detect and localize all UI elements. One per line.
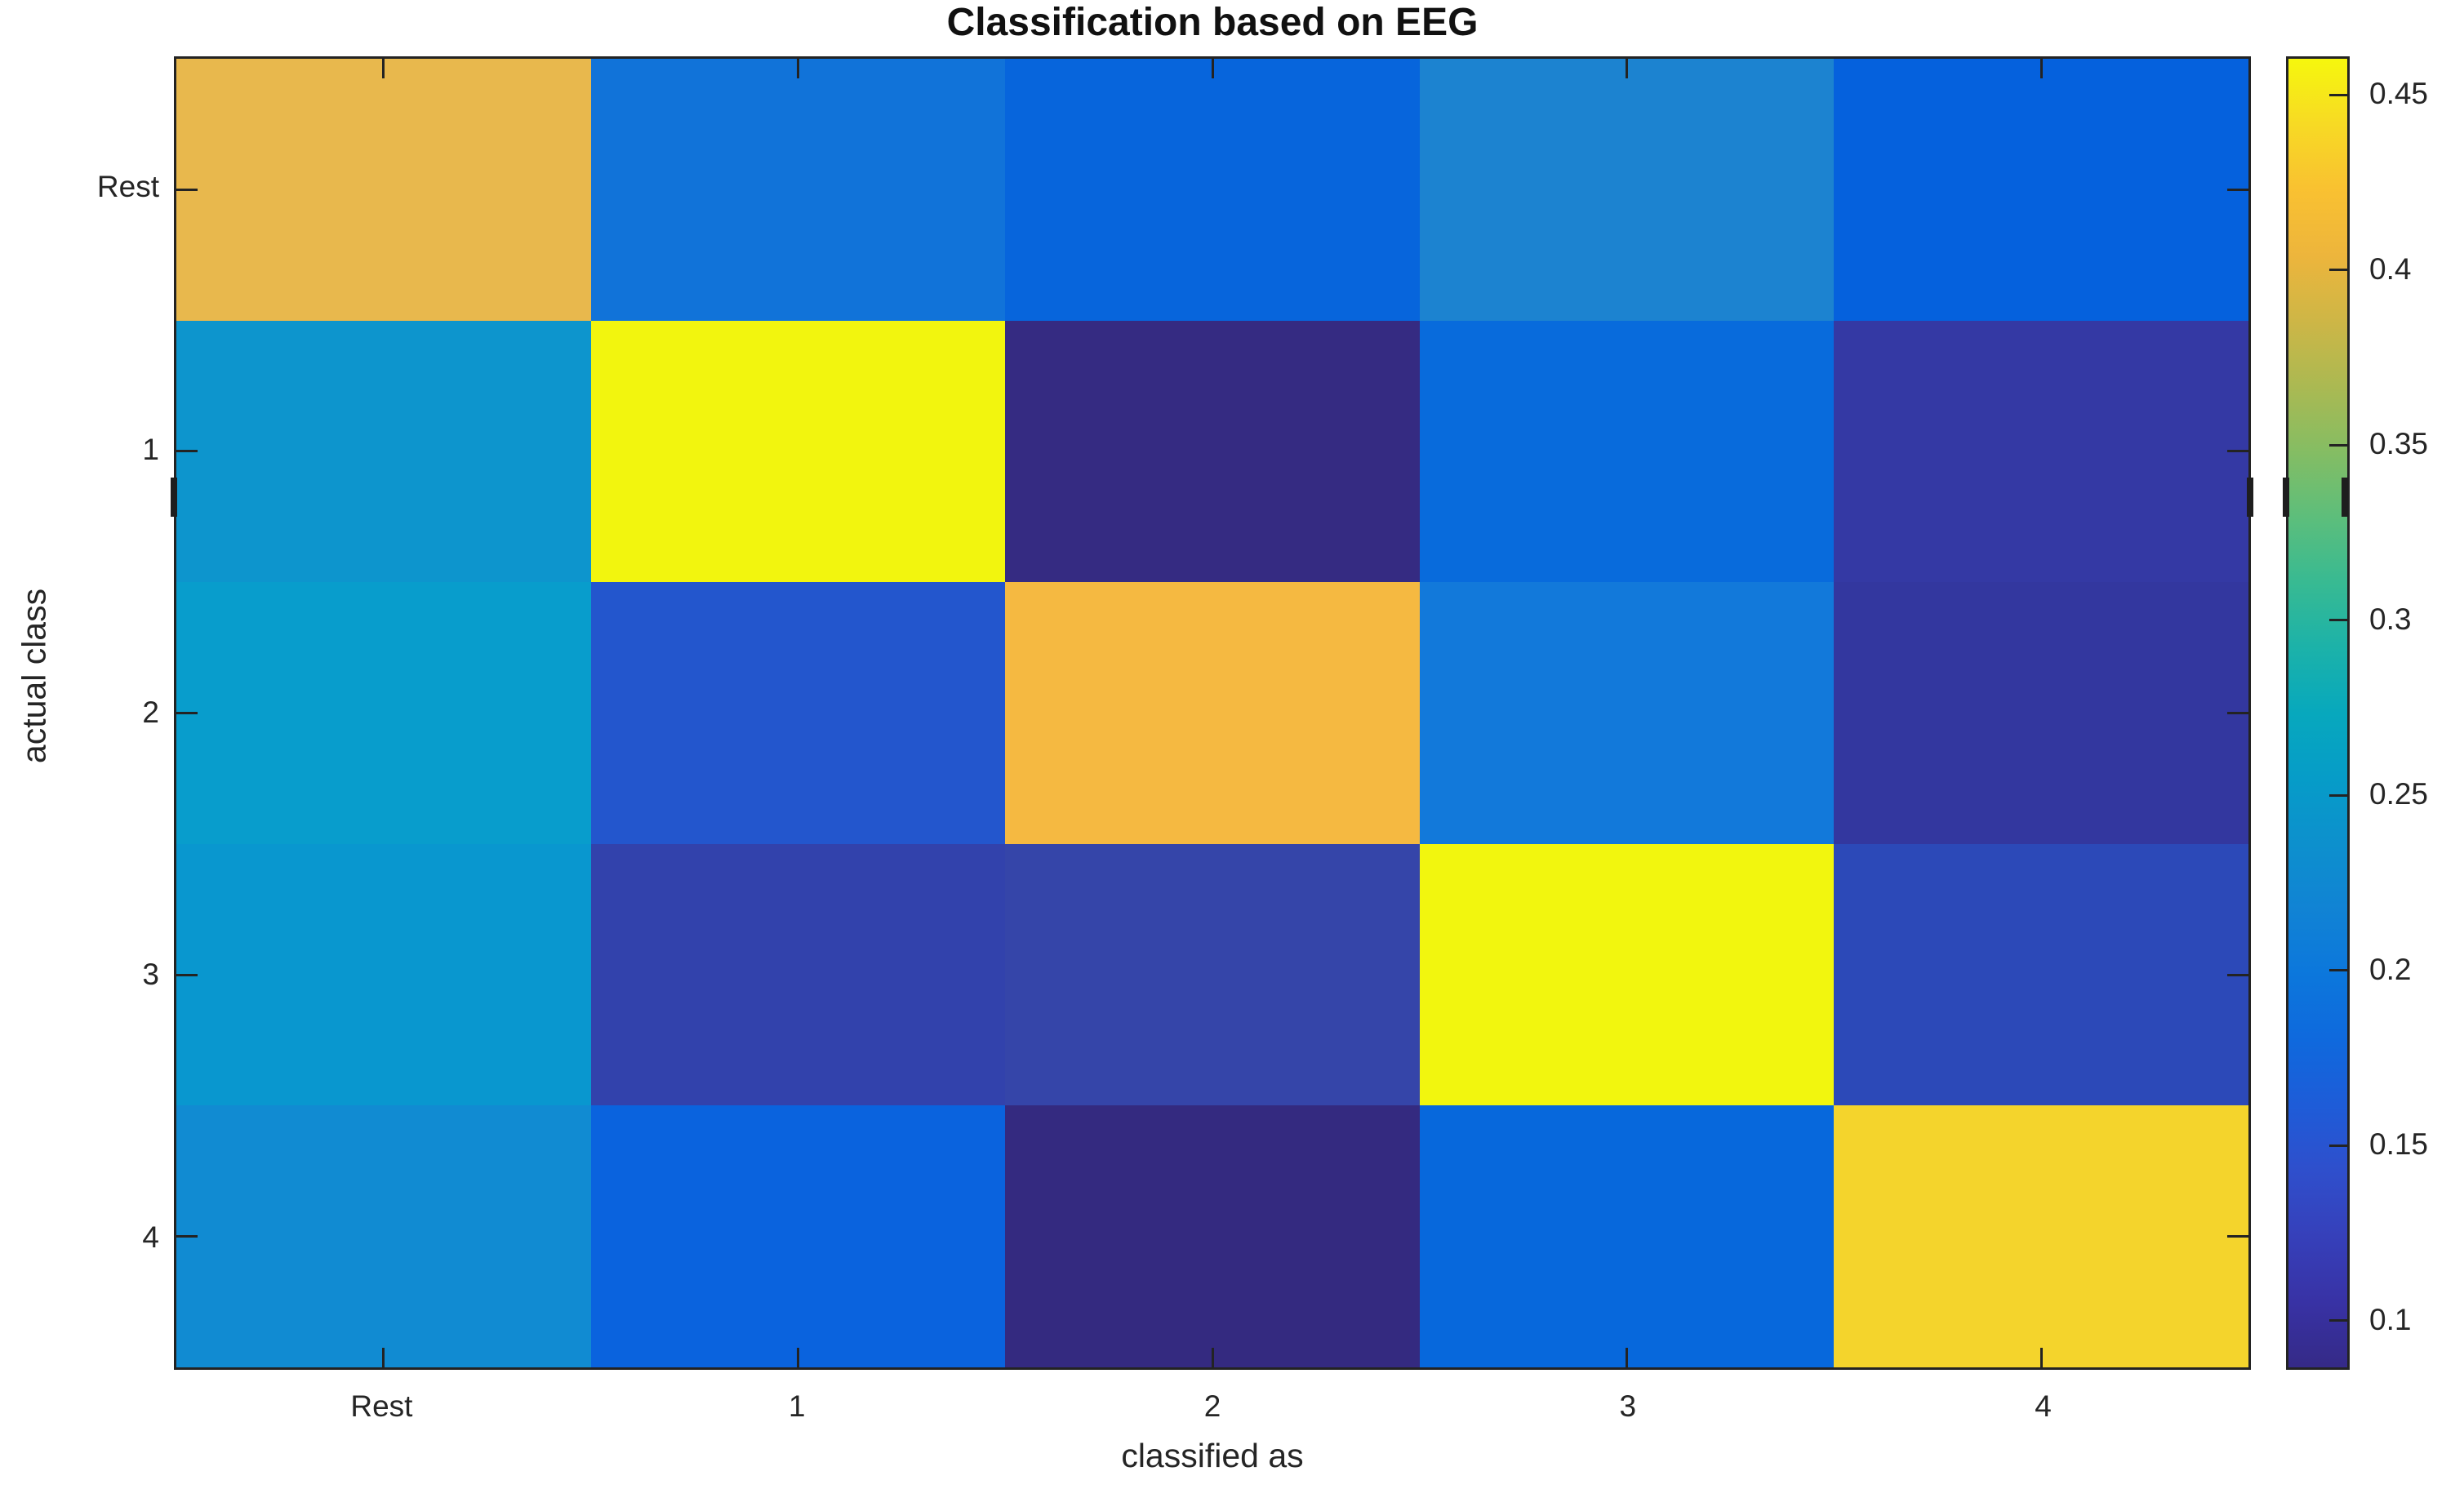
axis-edge-mark-left	[171, 478, 177, 517]
y-axis-tick-right	[2227, 188, 2248, 191]
heatmap-cell-r3c0	[176, 843, 591, 1106]
colorbar-tick-label-0.45: 0.45	[2369, 77, 2429, 111]
heatmap-cell-r2c1	[590, 582, 1006, 844]
colorbar-tick-label-0.1: 0.1	[2369, 1302, 2412, 1336]
y-tick-label-2: 2	[142, 695, 159, 729]
heatmap-cell-r4c0	[176, 1105, 591, 1367]
colorbar	[2286, 56, 2350, 1370]
heatmap-cell-r0c4	[1834, 59, 2248, 321]
x-axis-tick-bottom	[2039, 1348, 2043, 1367]
y-axis-tick-left	[176, 1235, 198, 1238]
x-tick-label-3: 3	[1619, 1389, 1637, 1423]
x-tick-label-1: 1	[788, 1389, 806, 1423]
y-axis-tick-right	[2227, 973, 2248, 976]
colorbar-tick	[2329, 619, 2347, 622]
chart-title: Classification based on EEG	[946, 1, 1479, 44]
x-axis-tick-top	[382, 59, 385, 78]
x-axis-tick-top	[1211, 59, 1214, 78]
x-axis-tick-bottom	[382, 1348, 385, 1367]
heatmap-cell-r2c0	[176, 582, 591, 844]
heatmap-cell-r2c4	[1834, 582, 2248, 844]
colorbar-tick-label-0.35: 0.35	[2369, 427, 2429, 461]
colorbar-tick-label-0.15: 0.15	[2369, 1127, 2429, 1162]
colorbar-tick	[2329, 1319, 2347, 1322]
x-axis-tick-bottom	[1626, 1348, 1629, 1367]
heatmap-cell-r1c1	[590, 320, 1006, 583]
x-axis-tick-bottom	[796, 1348, 799, 1367]
y-tick-label-4: 4	[142, 1220, 159, 1255]
colorbar-edge-mark-right	[2342, 478, 2348, 517]
x-axis-tick-top	[2039, 59, 2043, 78]
colorbar-tick-label-0.3: 0.3	[2369, 602, 2412, 636]
heatmap-cell-r0c2	[1005, 59, 1420, 321]
x-tick-label-rest: Rest	[350, 1389, 413, 1423]
x-axis-label: classified as	[1121, 1437, 1304, 1474]
colorbar-tick	[2329, 93, 2347, 96]
y-axis-tick-left	[176, 450, 198, 453]
y-tick-label-1: 1	[142, 432, 159, 466]
y-tick-label-rest: Rest	[96, 169, 159, 203]
heatmap-cell-r1c0	[176, 320, 591, 583]
y-axis-tick-right	[2227, 1235, 2248, 1238]
axis-edge-mark-right	[2247, 478, 2253, 517]
heatmap-cell-r3c3	[1419, 843, 1835, 1106]
colorbar-edge-mark-left	[2283, 478, 2289, 517]
heatmap-cell-r3c2	[1005, 843, 1420, 1106]
colorbar-tick-label-0.4: 0.4	[2369, 251, 2412, 286]
heatmap-cell-r3c1	[590, 843, 1006, 1106]
heatmap-cell-r4c4	[1834, 1105, 2248, 1367]
heatmap-cell-r0c1	[590, 59, 1006, 321]
colorbar-tick	[2329, 793, 2347, 797]
colorbar-tick	[2329, 1144, 2347, 1147]
y-axis-tick-left	[176, 973, 198, 976]
colorbar-tick	[2329, 969, 2347, 972]
heatmap-cell-r0c0	[176, 59, 591, 321]
x-tick-label-2: 2	[1203, 1389, 1221, 1423]
y-tick-label-3: 3	[142, 958, 159, 992]
y-axis-label: actual class	[15, 588, 53, 764]
x-tick-label-4: 4	[2035, 1389, 2052, 1423]
heatmap-cell-r1c3	[1419, 320, 1835, 583]
y-axis-tick-right	[2227, 450, 2248, 453]
colorbar-tick	[2329, 443, 2347, 447]
heatmap-cell-r1c4	[1834, 320, 2248, 583]
heatmap-cell-r3c4	[1834, 843, 2248, 1106]
colorbar-tick-label-0.2: 0.2	[2369, 952, 2412, 986]
x-axis-tick-top	[1626, 59, 1629, 78]
heatmap-plot-area	[174, 56, 2251, 1370]
x-axis-tick-top	[796, 59, 799, 78]
heatmap-cell-r4c1	[590, 1105, 1006, 1367]
heatmap-cell-r4c2	[1005, 1105, 1420, 1367]
y-axis-tick-right	[2227, 712, 2248, 714]
heatmap-cell-r0c3	[1419, 59, 1835, 321]
y-axis-tick-left	[176, 188, 198, 191]
colorbar-tick	[2329, 269, 2347, 272]
heatmap-cell-r2c3	[1419, 582, 1835, 844]
heatmap-cell-r2c2	[1005, 582, 1420, 844]
heatmap-cell-r4c3	[1419, 1105, 1835, 1367]
colorbar-tick-label-0.25: 0.25	[2369, 777, 2429, 811]
heatmap-cell-r1c2	[1005, 320, 1420, 583]
x-axis-tick-bottom	[1211, 1348, 1214, 1367]
y-axis-tick-left	[176, 712, 198, 714]
